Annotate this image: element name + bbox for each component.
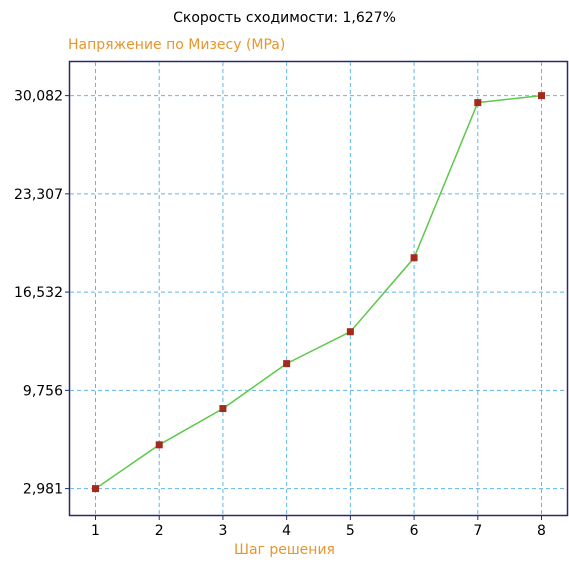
x-tick-label: 3: [218, 523, 227, 539]
data-point-marker: [219, 405, 227, 413]
x-tick-label: 4: [282, 523, 291, 539]
data-point-marker: [91, 485, 99, 493]
data-point-marker: [346, 328, 354, 336]
data-point-marker: [283, 360, 291, 368]
chart-title: Скорость сходимости: 1,627%: [173, 10, 396, 26]
series-line: [95, 94, 542, 490]
x-axis-label: Шаг решения: [234, 542, 335, 558]
data-point-marker: [155, 441, 163, 449]
y-tick-label: 16,532: [14, 285, 63, 301]
axis-ticks: 1 2 3 4 5 6 7 8 2,981 9,756 16,532 23,307 30,082: [14, 89, 546, 539]
y-tick-label: 30,082: [14, 89, 63, 105]
x-tick-label: 1: [91, 523, 100, 539]
x-tick-label: 8: [537, 523, 546, 539]
y-tick-label: 2,981: [23, 482, 63, 498]
grid-lines: [70, 62, 567, 515]
x-tick-label: 5: [346, 523, 355, 539]
y-tick-label: 9,756: [23, 383, 63, 399]
x-tick-label: 2: [155, 523, 164, 539]
y-tick-label: 23,307: [14, 187, 63, 203]
plot-area-frame: [68, 60, 569, 517]
series-layer: [91, 92, 546, 493]
x-tick-label: 6: [410, 523, 419, 539]
data-point-marker: [410, 254, 418, 262]
y-axis-label: Напряжение по Мизесу (MPa): [68, 37, 286, 53]
data-point-marker: [474, 99, 482, 107]
data-point-marker: [538, 92, 546, 100]
x-tick-label: 7: [473, 523, 482, 539]
